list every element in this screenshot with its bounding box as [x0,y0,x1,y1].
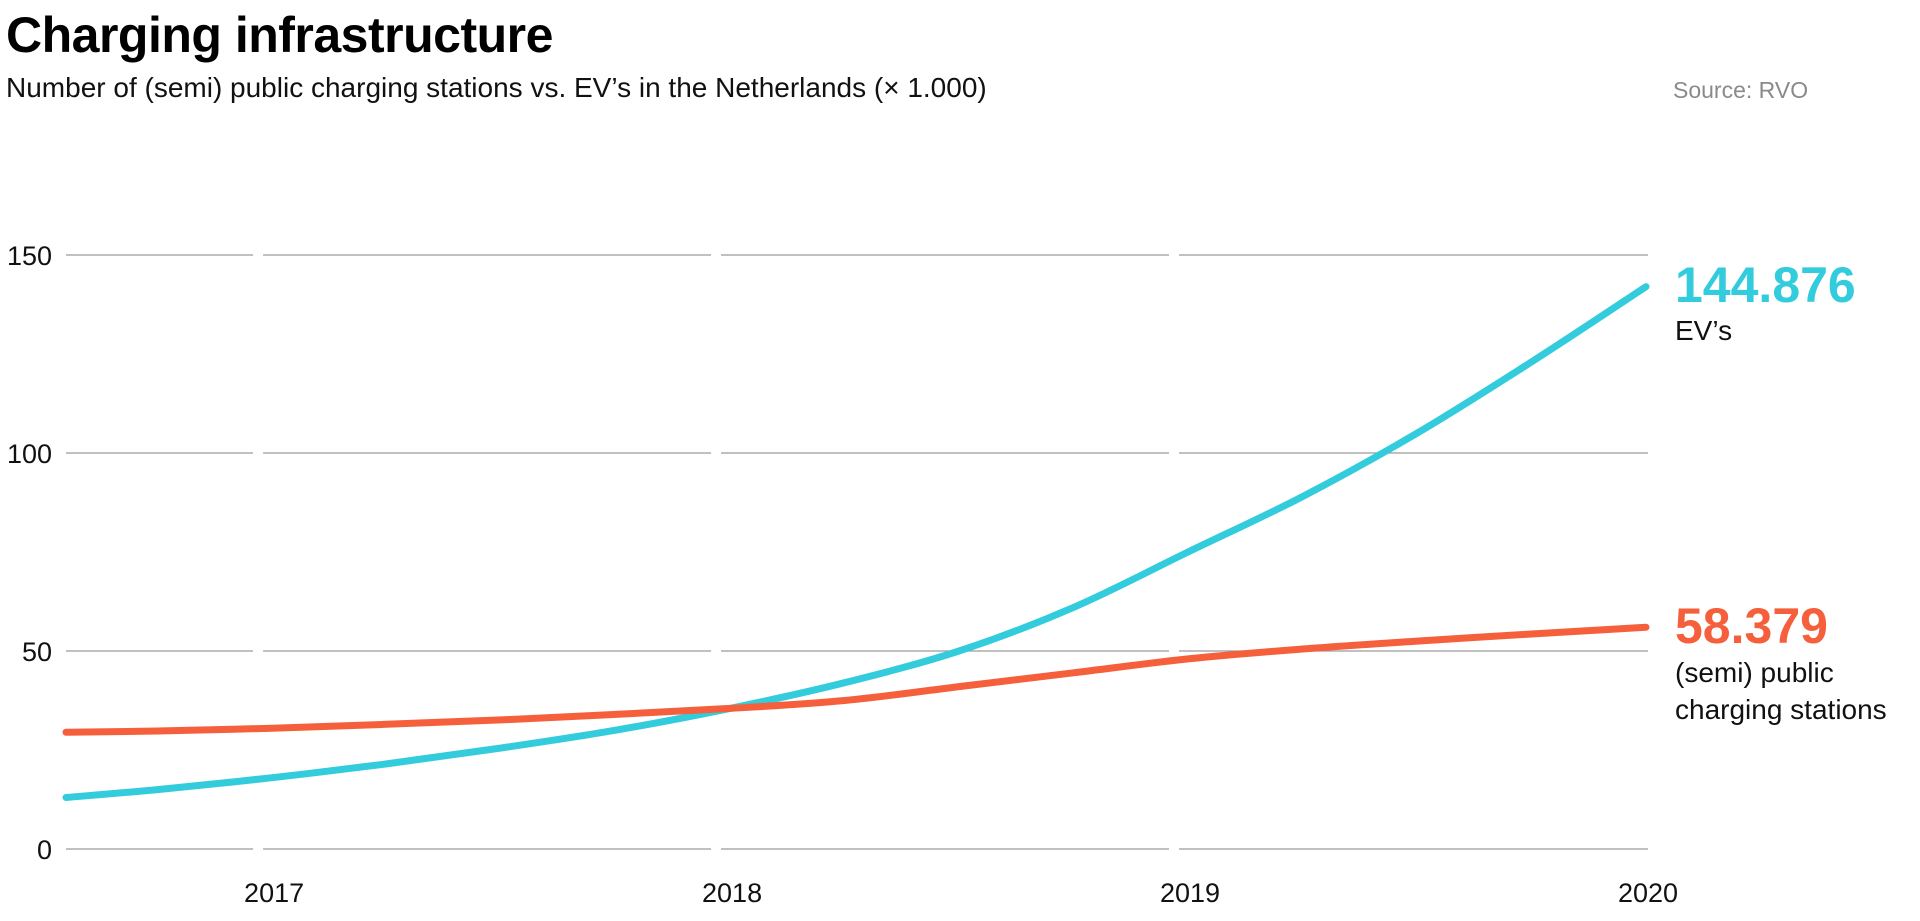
end-label-evs: EV’s [1675,315,1732,346]
series-line-charging [62,623,1650,736]
chart-subtitle: Number of (semi) public charging station… [6,72,987,103]
y-tick-label: 150 [7,241,52,271]
end-value-evs: 144.876 [1675,257,1856,313]
end-value-charging: 58.379 [1675,598,1828,654]
y-axis-ticks: 0 50 100 150 [7,241,52,865]
x-tick-label: 2020 [1618,878,1678,908]
x-tick-label: 2018 [702,878,762,908]
x-axis-ticks: 2017 2018 2019 2020 [244,878,1678,908]
series-line-evs [62,283,1650,801]
end-label-charging: (semi) public [1675,657,1834,688]
gridlines [66,254,1648,850]
y-tick-label: 50 [22,637,52,667]
end-label-charging: charging stations [1675,694,1887,725]
x-tick-label: 2017 [244,878,304,908]
x-tick-label: 2019 [1160,878,1220,908]
source-note: Source: RVO [1673,77,1809,103]
series-lines [62,283,1650,801]
chart-title: Charging infrastructure [6,7,553,63]
y-tick-label: 0 [37,835,52,865]
y-tick-label: 100 [7,439,52,469]
